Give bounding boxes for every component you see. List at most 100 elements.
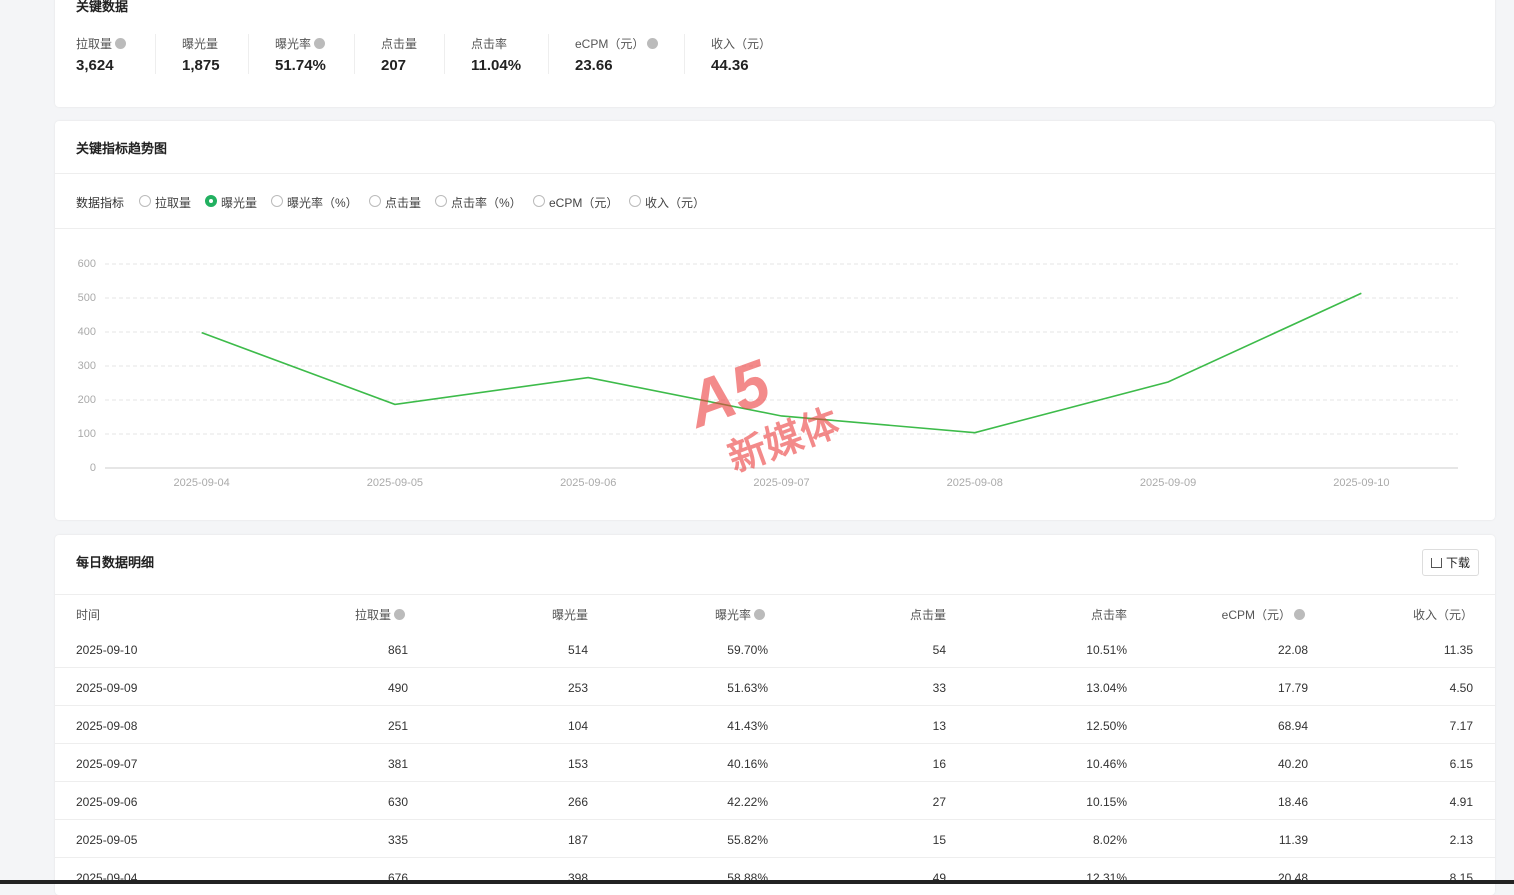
table-cell: 153 xyxy=(567,757,588,771)
radio-label[interactable]: 拉取量 xyxy=(155,196,192,210)
download-button[interactable]: 下载 xyxy=(1422,549,1479,576)
table-cell: 2025-09-08 xyxy=(76,719,138,733)
y-tick-label: 0 xyxy=(90,462,96,474)
table-cell: 253 xyxy=(567,681,588,695)
trend-title: 关键指标趋势图 xyxy=(76,141,168,156)
table-cell: 187 xyxy=(567,833,588,847)
metric-label: 点击量 xyxy=(381,37,418,51)
table-cell: 4.50 xyxy=(1449,681,1473,695)
table-cell: 251 xyxy=(387,719,408,733)
radio-label[interactable]: 收入（元） xyxy=(645,196,706,210)
y-tick-label: 400 xyxy=(78,326,96,338)
metric-label: 拉取量 xyxy=(76,35,127,52)
table-cell: 381 xyxy=(387,757,408,771)
table-cell: 2025-09-07 xyxy=(76,757,138,771)
detail-title: 每日数据明细 xyxy=(76,555,155,570)
y-tick-label: 300 xyxy=(78,360,96,372)
row-divider xyxy=(55,781,1495,782)
table-cell: 17.79 xyxy=(1277,681,1308,695)
divider xyxy=(55,594,1495,595)
table-cell: 11.35 xyxy=(1443,643,1473,657)
radio-label[interactable]: 曝光量 xyxy=(221,196,258,210)
column-header: 拉取量 xyxy=(355,606,405,623)
x-tick-label: 2025-09-04 xyxy=(174,477,230,489)
table-cell: 104 xyxy=(567,719,588,733)
metric-value: 1,875 xyxy=(182,57,220,74)
radio xyxy=(271,195,283,207)
divider xyxy=(684,34,685,74)
divider xyxy=(55,228,1495,229)
table-cell: 41.43% xyxy=(727,719,768,733)
table-cell: 13.04% xyxy=(1086,681,1127,695)
table-cell: 4.91 xyxy=(1449,795,1473,809)
row-divider xyxy=(55,743,1495,744)
metric-label: eCPM（元） xyxy=(575,35,659,52)
divider xyxy=(155,34,156,74)
table-cell: 8.02% xyxy=(1092,833,1127,847)
radio xyxy=(533,195,545,207)
column-header: eCPM（元） xyxy=(1222,606,1305,623)
metric-label: 曝光量 xyxy=(182,37,219,51)
divider xyxy=(444,34,445,74)
table-cell: 33 xyxy=(932,681,946,695)
divider xyxy=(55,173,1495,174)
table-cell: 40.20 xyxy=(1277,757,1308,771)
column-header: 收入（元） xyxy=(1412,608,1473,622)
radio xyxy=(139,195,151,207)
help-icon xyxy=(1294,609,1305,620)
table-cell: 2025-09-10 xyxy=(76,643,138,657)
metric-label: 点击率 xyxy=(471,37,508,51)
metric-label: 收入（元） xyxy=(711,37,772,51)
radio-label[interactable]: 点击量 xyxy=(385,196,422,210)
radio xyxy=(435,195,447,207)
table-cell: 2.13 xyxy=(1449,833,1473,847)
row-divider xyxy=(55,705,1495,706)
table-cell: 27 xyxy=(932,795,946,809)
chart: 0 100 200 300 400 500 600 2025-09-04 2025-09-05 2… xyxy=(78,258,1458,489)
help-icon xyxy=(394,609,405,620)
table-cell: 22.08 xyxy=(1277,643,1308,657)
table-cell: 68.94 xyxy=(1277,719,1308,733)
table-cell: 13 xyxy=(932,719,946,733)
column-header: 曝光量 xyxy=(551,608,588,622)
radio-label[interactable]: 点击率（%） xyxy=(451,196,522,210)
metric-value: 207 xyxy=(381,57,407,74)
row-divider xyxy=(55,667,1495,668)
table-cell: 59.70% xyxy=(727,643,768,657)
table-cell: 12.50% xyxy=(1086,719,1127,733)
summary-title: 关键数据 xyxy=(76,0,129,14)
table-cell: 11.39 xyxy=(1278,833,1308,847)
radio-label[interactable]: 曝光率（%） xyxy=(287,196,358,210)
download-icon xyxy=(1431,558,1442,568)
help-icon xyxy=(115,38,127,49)
table-cell: 10.15% xyxy=(1086,795,1127,809)
table-cell: 2025-09-06 xyxy=(76,795,138,809)
table-cell: 2025-09-09 xyxy=(76,681,138,695)
metric-value: 51.74% xyxy=(275,57,326,74)
table-cell: 16 xyxy=(932,757,946,771)
detail-card: 每日数据明细 下载 时间 拉取量 曝光量 曝光率 点击量 点击率 eCPM（元） 收入（元） 2… xyxy=(55,535,1495,895)
column-header: 点击量 xyxy=(909,608,946,622)
table-cell: 15 xyxy=(932,833,946,847)
table-cell: 10.46% xyxy=(1086,757,1127,771)
x-tick-label: 2025-09-10 xyxy=(1333,477,1389,489)
table-cell: 490 xyxy=(387,681,408,695)
table-cell: 51.63% xyxy=(727,681,768,695)
table-cell: 54 xyxy=(932,643,946,657)
table-cell: 42.22% xyxy=(727,795,768,809)
metric-value: 11.04% xyxy=(471,57,522,74)
x-tick-label: 2025-09-08 xyxy=(947,477,1003,489)
x-tick-label: 2025-09-05 xyxy=(367,477,423,489)
table-cell: 266 xyxy=(567,795,588,809)
metric-value: 3,624 xyxy=(76,57,114,74)
table-cell: 861 xyxy=(387,643,408,657)
table-cell: 335 xyxy=(387,833,408,847)
divider xyxy=(354,34,355,74)
radio-label[interactable]: eCPM（元） xyxy=(549,196,619,210)
help-icon xyxy=(754,609,765,620)
radio xyxy=(629,195,641,207)
column-header: 时间 xyxy=(76,608,101,622)
metric-value: 23.66 xyxy=(575,57,613,74)
filter-label: 数据指标 xyxy=(76,196,125,210)
